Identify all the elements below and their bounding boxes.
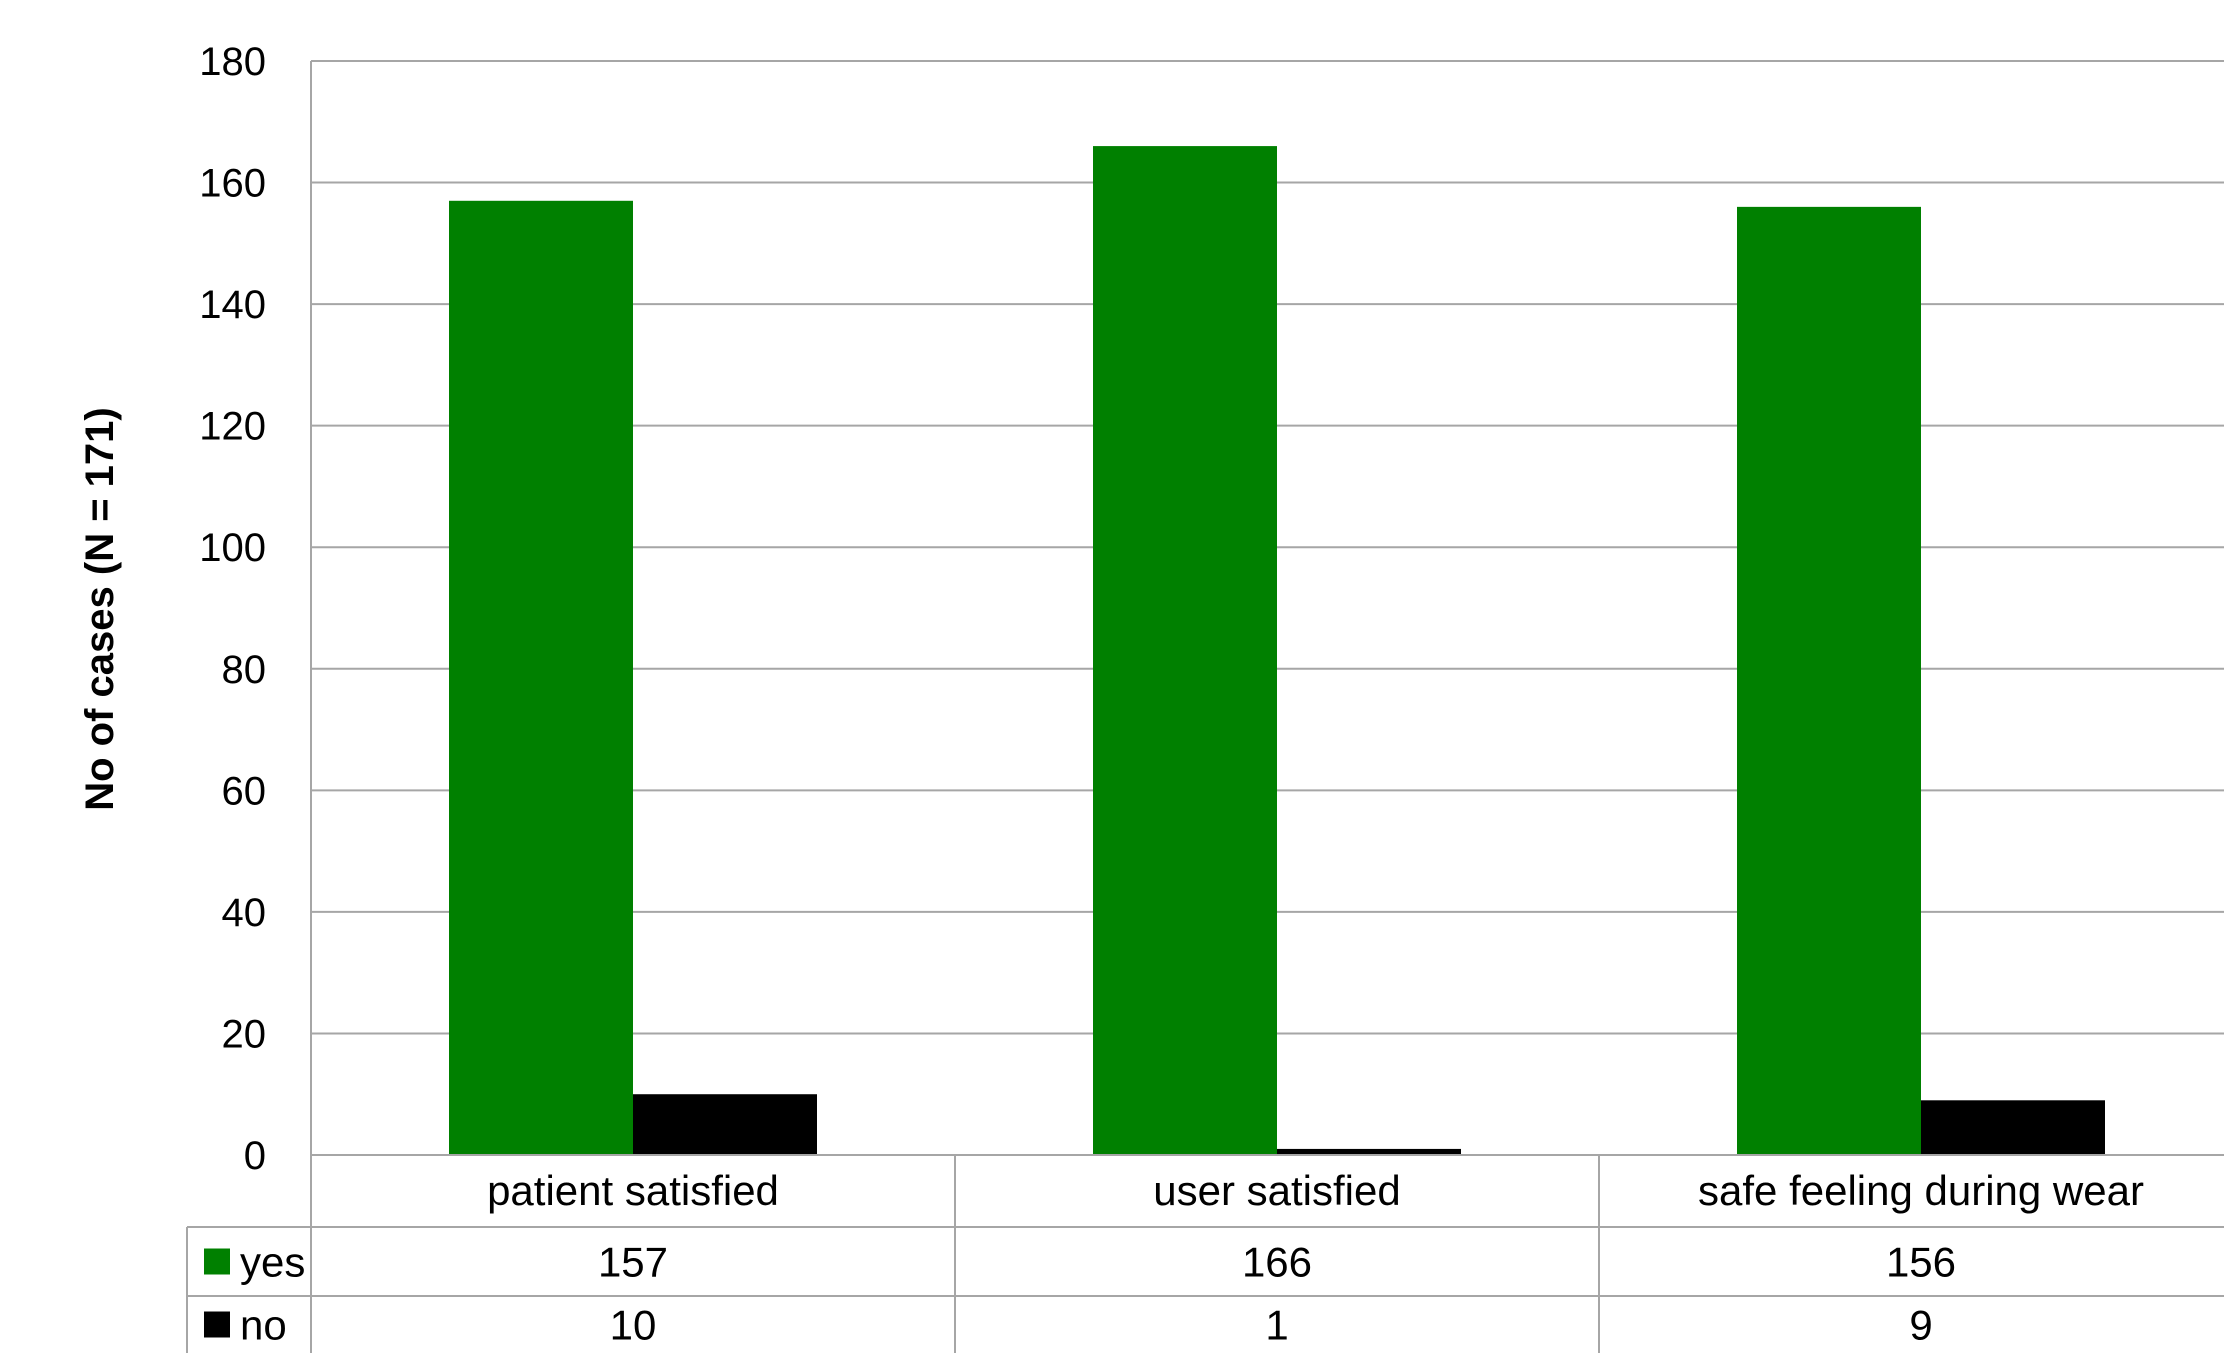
table-value-no: 10	[610, 1302, 657, 1349]
legend-label-yes: yes	[240, 1239, 305, 1286]
category-label: patient satisfied	[487, 1167, 779, 1214]
category-label: user satisfied	[1153, 1167, 1400, 1214]
bar-yes	[1093, 146, 1277, 1156]
bar-yes	[449, 200, 633, 1156]
bar-no	[1277, 1148, 1461, 1155]
y-tick-label: 80	[222, 648, 267, 692]
y-tick-label: 60	[222, 769, 267, 813]
y-tick-label: 100	[199, 526, 266, 570]
y-tick-label: 20	[222, 1012, 267, 1056]
y-tick-label: 40	[222, 891, 267, 935]
legend-key-no	[204, 1311, 230, 1338]
legend-label-no: no	[240, 1302, 287, 1349]
y-tick-label: 0	[244, 1134, 266, 1178]
y-tick-label: 120	[199, 405, 266, 449]
bar-yes	[1737, 206, 1921, 1155]
legend-key-yes	[204, 1248, 230, 1275]
bar-no	[633, 1094, 817, 1155]
table-value-no: 1	[1265, 1302, 1288, 1349]
data-table: patient satisfied user satisfied safe feel…	[186, 1155, 2224, 1353]
bars	[449, 146, 2105, 1156]
y-tick-label: 140	[199, 283, 266, 327]
y-tick-label: 180	[199, 40, 266, 84]
y-tick-label: 160	[199, 162, 266, 206]
table-value-yes: 166	[1242, 1239, 1312, 1286]
category-label: safe feeling during wear	[1698, 1167, 2144, 1214]
axes: 0 20 40 60 80 100 120 140 160 180	[199, 40, 2224, 1353]
y-axis-label: No of cases (N = 171)	[78, 407, 122, 811]
table-value-yes: 156	[1886, 1239, 1956, 1286]
table-value-no: 9	[1909, 1302, 1932, 1349]
table-value-yes: 157	[598, 1239, 668, 1286]
bar-no	[1921, 1100, 2105, 1155]
